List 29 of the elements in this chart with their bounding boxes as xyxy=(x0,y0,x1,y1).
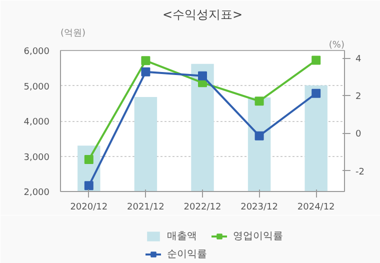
point xyxy=(84,181,94,190)
legend-label: 순이익률 xyxy=(167,248,207,261)
y-tick-label: 5,000 xyxy=(24,82,50,92)
legend-label: 영업이익률 xyxy=(233,230,283,243)
y2-tick-label: -2 xyxy=(356,167,364,178)
y-tick-label: 4,000 xyxy=(24,118,50,128)
point xyxy=(141,67,150,76)
x-tick-label: 2021/12 xyxy=(127,202,164,212)
point xyxy=(141,56,150,66)
point xyxy=(254,96,264,106)
x-tick-label: 2023/12 xyxy=(240,202,278,212)
y2-axis-title: (%) xyxy=(328,40,345,50)
chart-title: <수익성지표> xyxy=(162,8,243,22)
y-axis-title: (억원) xyxy=(60,28,86,38)
y-tick-label: 2,000 xyxy=(24,188,50,198)
y-tick-label: 6,000 xyxy=(24,47,50,57)
x-tick-label: 2020/12 xyxy=(70,202,108,212)
point xyxy=(254,131,264,140)
legend-label: 매출액 xyxy=(167,230,198,243)
y2-tick-label: 4 xyxy=(356,54,362,65)
x-tick-label: 2022/12 xyxy=(184,202,222,212)
point xyxy=(312,88,321,98)
y2-tick-label: 2 xyxy=(356,92,362,102)
x-tick-label: 2024/12 xyxy=(297,202,335,212)
point xyxy=(84,155,94,164)
y2-tick-label: 0 xyxy=(356,130,362,140)
point xyxy=(312,56,321,65)
point xyxy=(198,71,207,80)
y-tick-label: 3,000 xyxy=(24,152,50,163)
